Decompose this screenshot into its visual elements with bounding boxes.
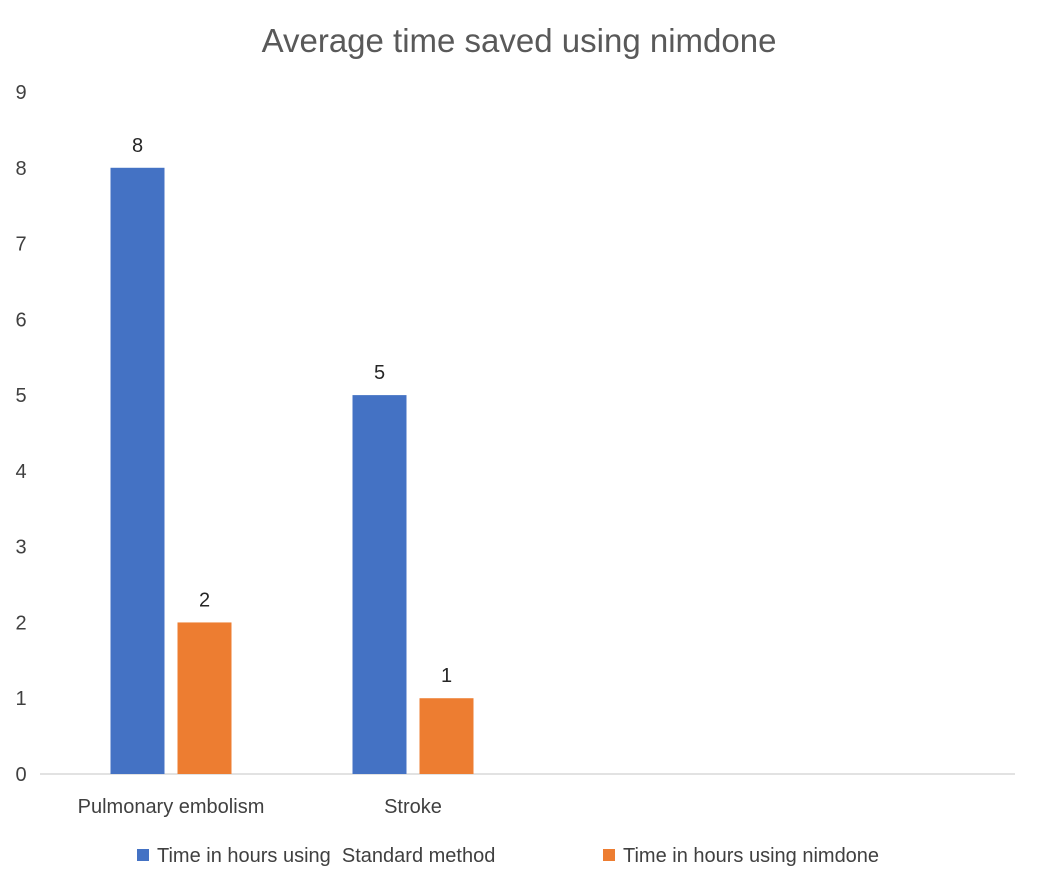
legend-label: Time in hours using Standard method xyxy=(157,845,495,867)
legend: Time in hours using Standard method Time … xyxy=(137,845,879,867)
y-axis-ticks: 0 1 2 3 4 5 6 7 8 9 xyxy=(15,82,26,786)
data-labels: 8 5 2 1 xyxy=(132,135,452,687)
bar xyxy=(419,698,474,774)
legend-swatch xyxy=(603,849,615,861)
y-tick-label: 4 xyxy=(15,461,26,483)
x-category-label: Pulmonary embolism xyxy=(78,796,265,818)
data-label: 5 xyxy=(374,362,385,384)
chart-title: Average time saved using nimdone xyxy=(262,22,777,59)
legend-swatch xyxy=(137,849,149,861)
data-label: 1 xyxy=(441,665,452,687)
y-tick-label: 2 xyxy=(15,612,26,634)
bar xyxy=(110,167,165,774)
bar xyxy=(177,622,232,774)
y-tick-label: 5 xyxy=(15,385,26,407)
data-label: 8 xyxy=(132,135,143,157)
y-tick-label: 1 xyxy=(15,688,26,710)
bars xyxy=(110,167,474,774)
y-tick-label: 8 xyxy=(15,158,26,180)
y-tick-label: 0 xyxy=(15,764,26,786)
bar xyxy=(352,395,407,774)
x-category-label: Stroke xyxy=(384,796,442,818)
y-tick-label: 7 xyxy=(15,234,26,256)
x-axis-categories: Pulmonary embolism Stroke xyxy=(78,796,442,818)
y-tick-label: 9 xyxy=(15,82,26,104)
data-label: 2 xyxy=(199,589,210,611)
y-tick-label: 6 xyxy=(15,309,26,331)
y-tick-label: 3 xyxy=(15,537,26,559)
legend-label: Time in hours using nimdone xyxy=(623,845,879,867)
